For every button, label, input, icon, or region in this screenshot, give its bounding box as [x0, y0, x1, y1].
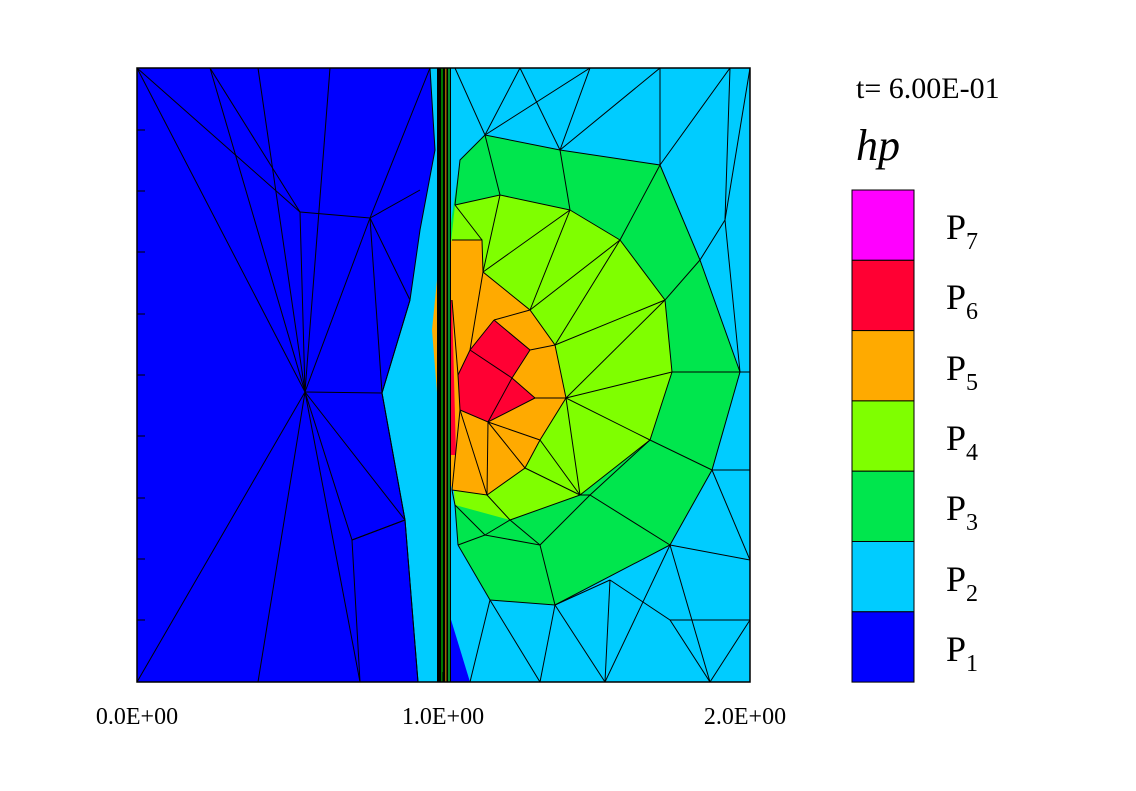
legend-swatch-p1: [851, 611, 915, 683]
legend-label-p7: P7: [946, 207, 979, 255]
dense-mesh-strip: [437, 68, 451, 682]
legend-swatch-p6: [851, 259, 915, 332]
region-p1-bottom-sliver: [445, 600, 470, 682]
mesh-lines: [137, 68, 750, 682]
y-tick-marks: [137, 129, 145, 621]
mesh-plot: [137, 68, 750, 682]
legend-label-p2: P2: [946, 558, 979, 607]
legend-label-p5: P5: [946, 347, 979, 396]
legend-label-p3: P3: [946, 488, 979, 537]
x-tick-label-0: 0.0E+00: [95, 704, 179, 730]
x-tick-marks: [136, 672, 751, 682]
region-p6: [458, 320, 535, 422]
x-tick-label-2: 2.0E+00: [703, 704, 787, 730]
legend-swatch-p4: [851, 400, 915, 472]
variable-label: hp: [856, 121, 900, 170]
legend-swatch-p3: [851, 470, 915, 543]
legend-swatch-p5: [851, 330, 915, 402]
time-label: t= 6.00E-01: [856, 72, 1000, 105]
legend-swatches: [851, 189, 915, 683]
legend-label-p6: P6: [946, 277, 979, 326]
region-p1: [137, 68, 435, 682]
legend-swatch-p2: [851, 541, 915, 613]
x-tick-label-1: 1.0E+00: [401, 704, 485, 730]
legend-swatch-p7: [851, 189, 915, 261]
legend-label-p4: P4: [946, 417, 979, 466]
legend-label-p1: P1: [946, 628, 979, 677]
